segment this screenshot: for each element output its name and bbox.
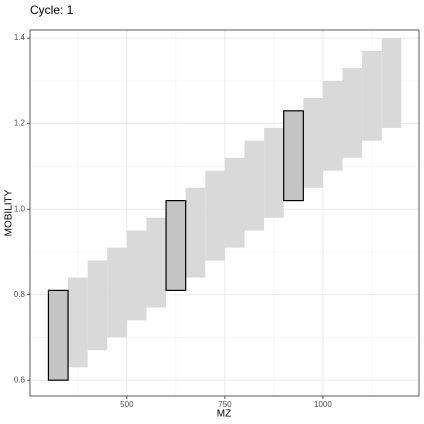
- y-tick-label: 1.4: [14, 33, 26, 42]
- y-axis-title: MOBILITY: [4, 189, 15, 236]
- highlighted-window: [283, 110, 304, 202]
- window: [322, 80, 343, 171]
- window: [126, 230, 147, 321]
- highlighted-window: [47, 289, 69, 381]
- y-tick-label: 1.2: [14, 119, 26, 128]
- window: [303, 97, 323, 188]
- x-axis-title: MZ: [217, 409, 231, 420]
- window: [146, 217, 167, 308]
- window: [342, 68, 363, 158]
- window: [362, 50, 382, 141]
- window: [68, 277, 88, 368]
- window: [381, 38, 402, 128]
- x-tick-label: 1000: [314, 400, 332, 409]
- y-tick-label: 0.6: [14, 375, 26, 384]
- y-tick-label: 0.8: [14, 290, 26, 299]
- window: [244, 140, 265, 231]
- panel-border: [29, 29, 420, 397]
- window: [264, 127, 284, 218]
- window: [224, 157, 245, 248]
- window: [107, 247, 127, 338]
- window: [205, 170, 225, 261]
- window: [87, 260, 108, 351]
- chart-title: Cycle: 1: [30, 3, 74, 17]
- y-tick-label: 1.0: [14, 204, 26, 213]
- x-tick-label: 750: [218, 400, 232, 409]
- highlighted-window: [165, 200, 187, 291]
- x-tick-label: 500: [120, 400, 134, 409]
- window: [185, 187, 206, 278]
